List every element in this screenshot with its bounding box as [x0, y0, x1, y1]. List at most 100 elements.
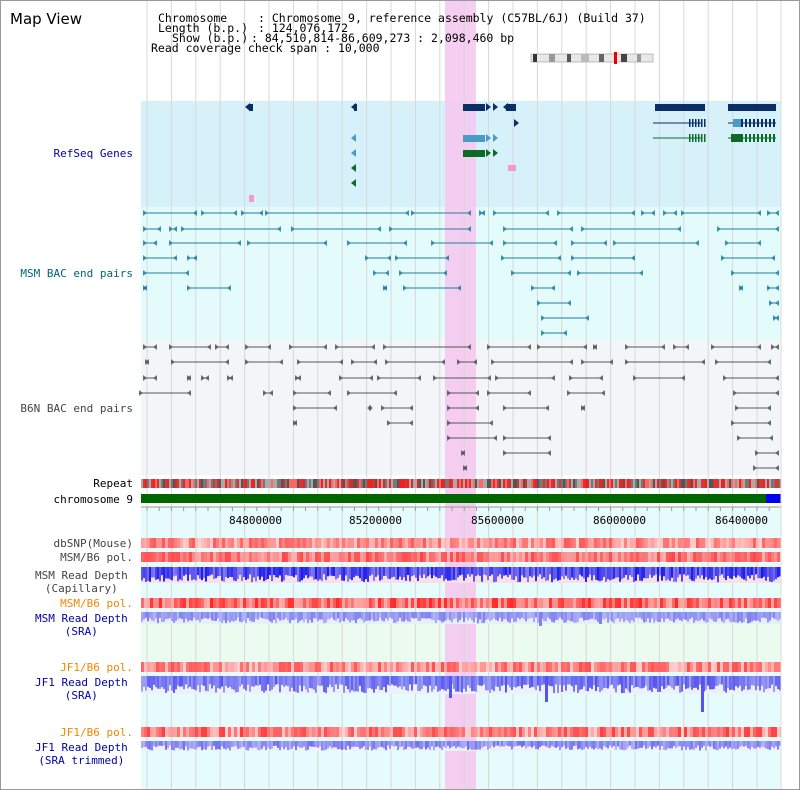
bac-end-marker	[389, 226, 393, 232]
refseq-exon	[745, 134, 747, 142]
read-depth-bar	[203, 741, 205, 750]
repeat-segment	[417, 479, 419, 488]
read-depth-bar	[761, 567, 763, 579]
heat-strip-cell	[276, 538, 279, 548]
heat-strip-cell	[486, 598, 489, 608]
heat-strip-cell	[765, 538, 768, 548]
bac-end-marker	[339, 375, 343, 381]
bac-end-marker	[695, 240, 699, 246]
track-label-b6n-bac[interactable]: B6N BAC end pairs	[20, 402, 133, 415]
heat-strip-cell	[663, 598, 666, 608]
heat-strip-cell	[591, 727, 594, 737]
heat-strip-cell	[447, 552, 450, 562]
heat-strip-cell	[705, 552, 708, 562]
read-depth-bar	[591, 612, 593, 619]
repeat-segment	[455, 479, 457, 488]
heat-strip-cell	[300, 538, 303, 548]
read-depth-bar	[269, 676, 271, 692]
heat-strip-cell	[408, 727, 411, 737]
track-label-msm-bac[interactable]: MSM BAC end pairs	[20, 267, 133, 280]
read-depth-bar	[297, 741, 299, 747]
read-depth-bar	[209, 612, 211, 618]
heat-strip-cell	[768, 727, 771, 737]
read-depth-bar	[715, 612, 717, 622]
read-depth-bar	[571, 612, 573, 622]
read-depth-bar	[649, 741, 651, 747]
heat-strip-cell	[222, 538, 225, 548]
read-depth-bar	[615, 612, 617, 620]
bac-end-marker	[187, 390, 191, 396]
heat-strip-cell	[753, 727, 756, 737]
bac-end-marker	[527, 344, 531, 350]
heat-strip-cell	[345, 598, 348, 608]
read-depth-bar	[729, 741, 731, 748]
track-label-refseq[interactable]: RefSeq Genes	[53, 147, 133, 160]
read-depth-bar	[367, 567, 369, 582]
bac-end-marker	[433, 375, 437, 381]
heat-strip-cell	[669, 552, 672, 562]
read-depth-bar	[647, 612, 649, 619]
heat-strip-cell	[165, 552, 168, 562]
ideogram-band	[581, 54, 589, 62]
heat-strip-cell	[696, 538, 699, 548]
read-depth-bar	[629, 612, 631, 624]
repeat-segment	[619, 479, 621, 488]
read-depth-bar	[245, 676, 247, 691]
read-depth-bar	[453, 567, 455, 580]
heat-strip-cell	[669, 538, 672, 548]
bac-end-marker	[489, 420, 493, 426]
read-depth-bar	[325, 676, 327, 694]
read-depth-bar	[627, 676, 629, 691]
heat-strip-cell	[375, 727, 378, 737]
heat-strip-cell	[549, 538, 552, 548]
ideogram-body	[530, 53, 654, 63]
bac-end-marker	[771, 255, 775, 261]
heat-strip-cell	[198, 552, 201, 562]
heat-strip-cell	[393, 727, 396, 737]
read-depth-bar	[177, 741, 179, 748]
read-depth-bar	[175, 676, 177, 690]
read-depth-bar	[205, 676, 207, 691]
read-depth-bar	[741, 567, 743, 579]
read-depth-bar	[621, 567, 623, 580]
read-depth-bar	[289, 741, 291, 750]
read-depth-bar	[409, 676, 411, 685]
heat-strip-cell	[774, 727, 777, 737]
repeat-segment	[305, 479, 307, 488]
repeat-segment	[277, 479, 279, 488]
heat-strip-cell	[384, 538, 387, 548]
read-depth-bar	[669, 567, 671, 581]
repeat-segment	[557, 479, 559, 488]
heat-strip-cell	[306, 552, 309, 562]
heat-strip-cell	[324, 662, 327, 672]
read-depth-bar	[663, 612, 665, 622]
bac-end-marker	[685, 344, 689, 350]
read-depth-bar	[183, 741, 185, 751]
read-depth-bar	[523, 741, 525, 746]
heat-strip-cell	[678, 538, 681, 548]
heat-strip-cell	[168, 727, 171, 737]
read-depth-bar	[737, 741, 739, 749]
heat-strip-cell	[378, 727, 381, 737]
heat-strip-cell	[648, 662, 651, 672]
heat-strip-cell	[507, 552, 510, 562]
read-depth-bar	[233, 567, 235, 581]
heat-strip-cell	[678, 598, 681, 608]
read-depth-bar	[465, 741, 467, 747]
read-depth-bar	[639, 567, 641, 581]
repeat-segment	[201, 479, 203, 488]
read-depth-bar	[449, 741, 451, 749]
heat-strip-cell	[420, 727, 423, 737]
read-depth-bar	[505, 741, 507, 746]
read-depth-bar	[651, 612, 653, 619]
read-depth-bar	[629, 676, 631, 693]
read-depth-bar	[427, 612, 429, 619]
heat-strip-cell	[465, 552, 468, 562]
read-depth-bar	[149, 676, 151, 688]
heat-strip-cell	[444, 727, 447, 737]
bac-end-marker	[733, 390, 737, 396]
heat-strip-cell	[156, 727, 159, 737]
read-depth-bar	[233, 676, 235, 690]
read-depth-bar	[387, 567, 389, 579]
